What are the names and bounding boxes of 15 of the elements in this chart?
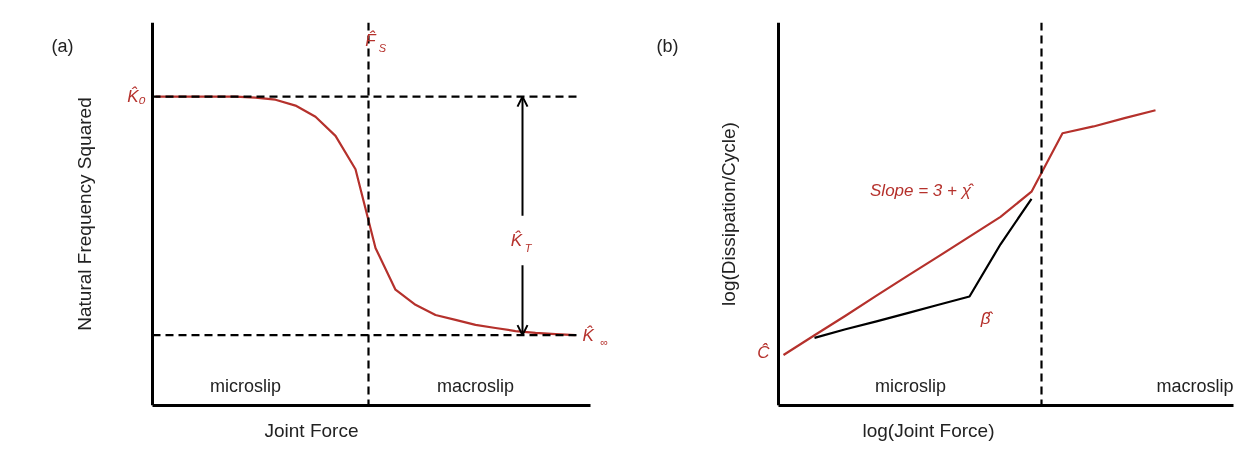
- chart-title: (a): [51, 35, 74, 56]
- annotation: Ĉ: [757, 343, 771, 362]
- annotation: macroslip: [1156, 375, 1234, 396]
- x-axis-title: Joint Force: [264, 419, 359, 441]
- annotation: microslip: [210, 375, 282, 396]
- ref-line-label: K̂₀: [127, 86, 146, 107]
- y-axis-title: log(Dissipation/Cycle): [717, 122, 739, 306]
- ref-line-label: K̂∞: [582, 324, 609, 349]
- annotation: macroslip: [436, 375, 515, 396]
- y-axis-title: Natural Frequency Squared: [73, 97, 95, 331]
- chart-title: (b): [656, 35, 679, 56]
- x-axis-title: log(Joint Force): [862, 419, 995, 441]
- annotation: Slope = 3 + χ̂: [870, 181, 974, 200]
- annotation: microslip: [875, 375, 947, 396]
- annotation: β̂: [979, 309, 994, 328]
